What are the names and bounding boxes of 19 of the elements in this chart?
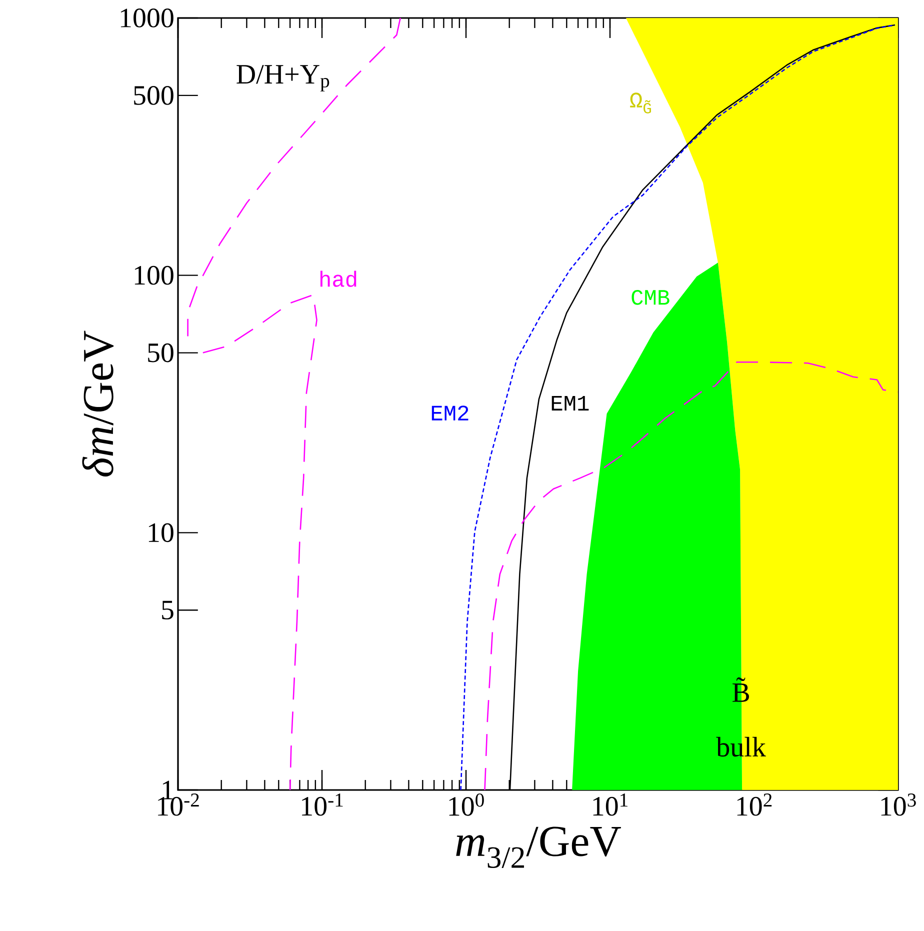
y-tick-label: 100	[134, 266, 174, 285]
series-label: Ω$_{G̃}$	[630, 92, 651, 114]
series-label: had	[320, 270, 356, 287]
y-axis-title: δm/GeV	[82, 330, 114, 476]
y-tick-label: 50	[148, 343, 174, 362]
x-tick-label: 10$^{-1}$	[302, 794, 343, 816]
y-tick-label: 1000	[120, 8, 174, 28]
series-label: CMB	[632, 290, 670, 305]
y-tick-label: 10	[148, 523, 174, 542]
series-label: EM1	[552, 396, 589, 410]
y-tick-label: 5	[162, 600, 174, 620]
y-tick-label: 500	[134, 86, 174, 105]
x-tick-label: 10$^{0}$	[449, 794, 484, 816]
series-label: EM2	[432, 406, 468, 420]
annotation: D/H+Y$_{p}$	[236, 65, 330, 92]
x-axis-title: m$_{3/2}$/GeV	[456, 826, 621, 868]
x-tick-label: 10$^{3}$	[881, 794, 916, 816]
x-tick-label: 10$^{1}$	[593, 794, 628, 816]
x-tick-label: 10$^{2}$	[737, 794, 772, 816]
